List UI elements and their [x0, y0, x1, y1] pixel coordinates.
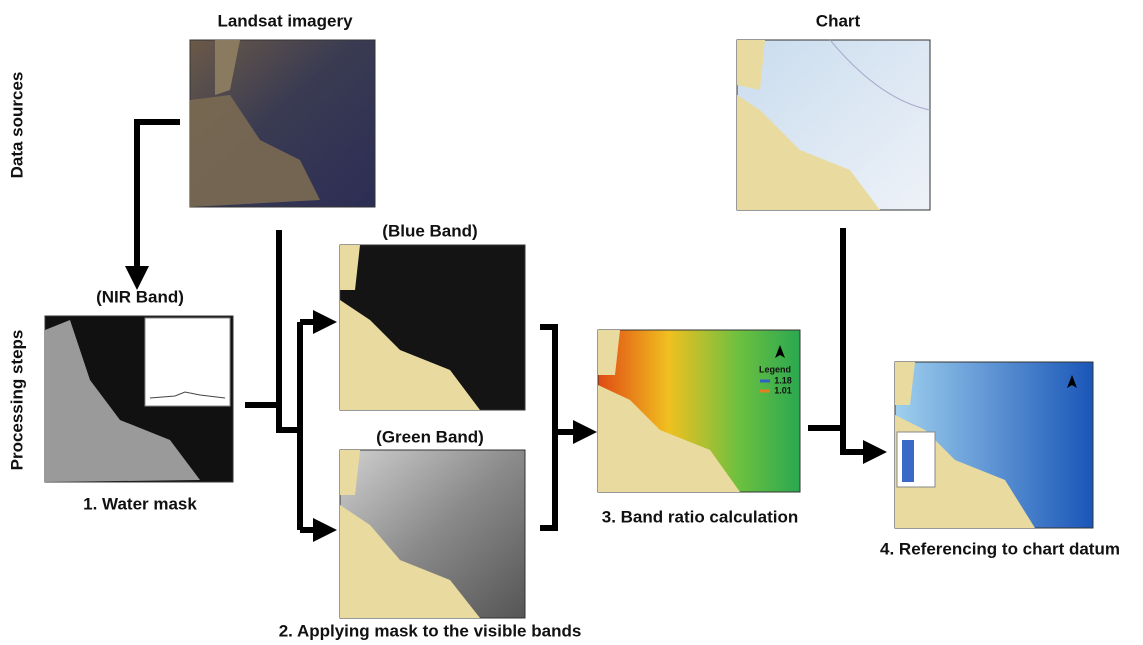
- row-label: Processing steps: [7, 330, 26, 471]
- node-caption: 1. Water mask: [83, 494, 197, 513]
- node-title: (Green Band): [376, 427, 484, 446]
- band-ratio-image: [597, 329, 801, 493]
- blue-band-image: [339, 244, 526, 411]
- node-title: Chart: [816, 11, 861, 30]
- node-title: (NIR Band): [96, 287, 184, 306]
- row-label: Data sources: [7, 72, 26, 179]
- nir-image: [44, 315, 234, 483]
- chart-image: [736, 39, 931, 211]
- legend-item: 1.01: [774, 385, 792, 395]
- legend-title: Legend: [759, 364, 791, 374]
- landsat-image: [189, 39, 376, 208]
- legend-item: 1.18: [774, 375, 792, 385]
- node-title: Landsat imagery: [217, 11, 353, 30]
- chart-datum-image: [894, 361, 1094, 529]
- connectors: [125, 119, 887, 542]
- node-caption: 2. Applying mask to the visible bands: [279, 621, 582, 640]
- node-title: (Blue Band): [382, 221, 477, 240]
- node-caption: 3. Band ratio calculation: [602, 507, 799, 526]
- node-caption: 4. Referencing to chart datum: [880, 539, 1120, 558]
- green-band-image: [339, 449, 526, 619]
